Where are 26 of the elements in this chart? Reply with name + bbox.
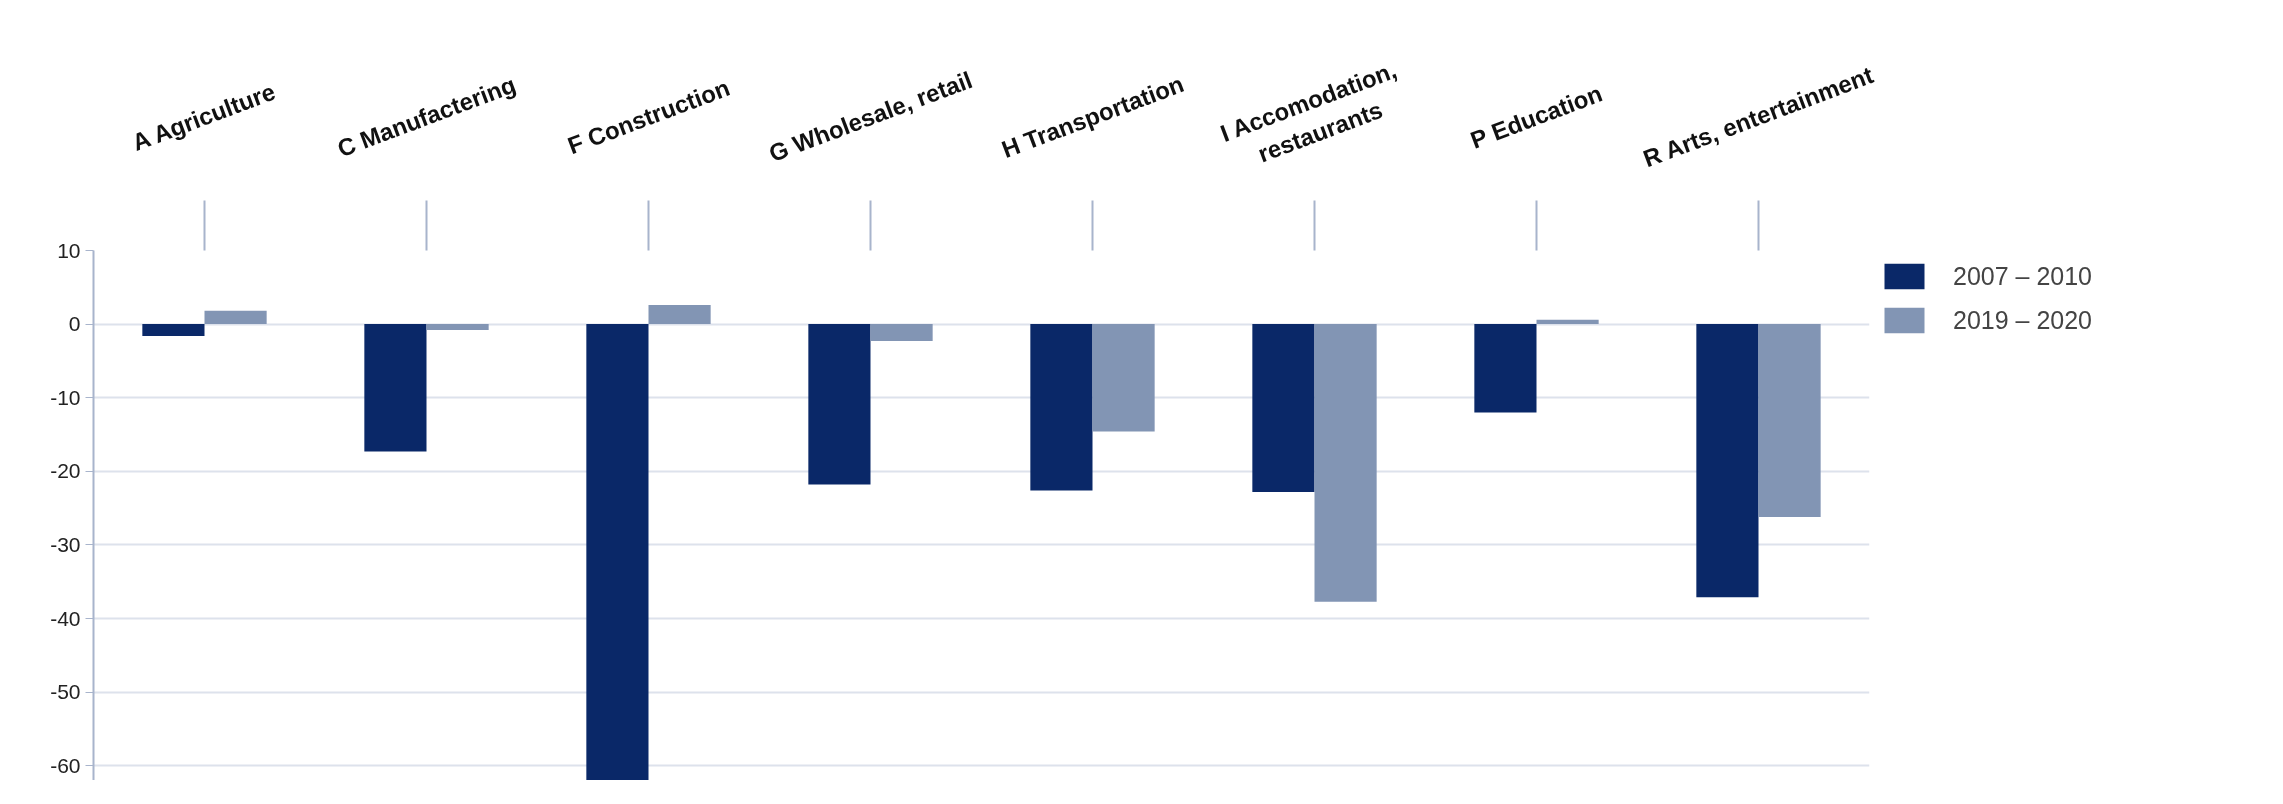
bar bbox=[648, 304, 711, 325]
bar bbox=[1252, 324, 1315, 492]
y-tick-label: -60 bbox=[50, 753, 81, 777]
bar bbox=[1536, 319, 1599, 325]
y-tick-label: -40 bbox=[50, 606, 81, 630]
legend-label: 2007 – 2010 bbox=[1953, 261, 2093, 291]
bar bbox=[1474, 324, 1537, 413]
bar bbox=[586, 324, 649, 780]
bar bbox=[1092, 324, 1155, 432]
bar bbox=[870, 324, 933, 342]
bar bbox=[426, 324, 489, 330]
bar bbox=[808, 324, 871, 485]
bar bbox=[1696, 324, 1759, 598]
y-tick-label: -50 bbox=[50, 680, 81, 704]
y-tick-label: 0 bbox=[68, 312, 81, 336]
y-tick-label: -30 bbox=[50, 532, 81, 556]
y-tick-label: -10 bbox=[50, 385, 81, 409]
bar bbox=[204, 310, 267, 325]
bar bbox=[142, 324, 205, 336]
bar bbox=[1314, 324, 1377, 602]
y-tick-label: -20 bbox=[50, 459, 81, 483]
bar bbox=[1758, 324, 1821, 517]
y-tick-label: 10 bbox=[57, 238, 81, 262]
bar bbox=[1030, 324, 1093, 491]
legend-label: 2019 – 2020 bbox=[1953, 305, 2093, 335]
bar bbox=[364, 324, 427, 452]
